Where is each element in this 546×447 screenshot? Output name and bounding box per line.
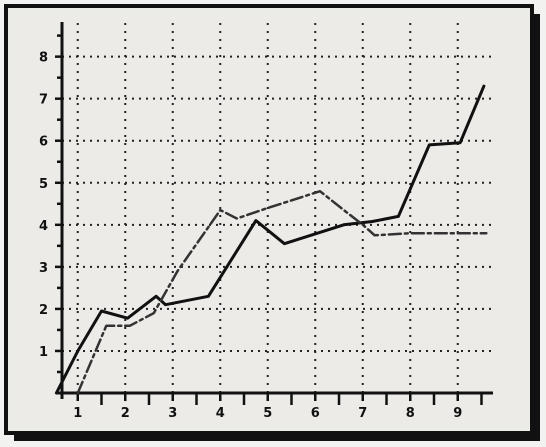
- y-tick-label: 6: [39, 135, 48, 150]
- x-tick-label: 1: [73, 406, 82, 421]
- plot-background: [12, 12, 526, 427]
- x-tick-label: 5: [263, 406, 272, 421]
- x-tick-label: 4: [216, 406, 225, 421]
- y-tick-label: 2: [39, 303, 48, 318]
- x-tick-label: 8: [406, 406, 415, 421]
- data-series: [54, 84, 488, 395]
- y-tick-label: 8: [39, 51, 48, 66]
- axes: [55, 22, 493, 405]
- tick-labels: 1 2 3 4 5 6 7 8 9 1 2 3 4 5 6 7 8: [39, 51, 462, 421]
- x-tick-label: 7: [358, 406, 367, 421]
- series-line-solid: [54, 84, 486, 395]
- x-tick-label: 3: [168, 406, 177, 421]
- x-tick-label: 6: [311, 406, 320, 421]
- x-tick-label: 9: [453, 406, 462, 421]
- series-line-dash-dot: [76, 189, 488, 395]
- x-tick-label: 2: [121, 406, 130, 421]
- y-tick-label: 7: [39, 93, 48, 108]
- y-tick-label: 4: [39, 219, 48, 234]
- y-tick-label: 1: [39, 345, 48, 360]
- y-tick-label: 5: [39, 177, 48, 192]
- grid-lines: [62, 23, 495, 393]
- y-tick-label: 3: [39, 261, 48, 276]
